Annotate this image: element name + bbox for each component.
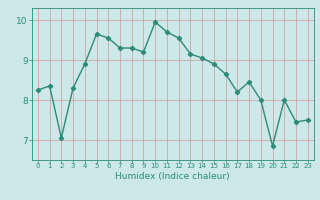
X-axis label: Humidex (Indice chaleur): Humidex (Indice chaleur): [116, 172, 230, 181]
